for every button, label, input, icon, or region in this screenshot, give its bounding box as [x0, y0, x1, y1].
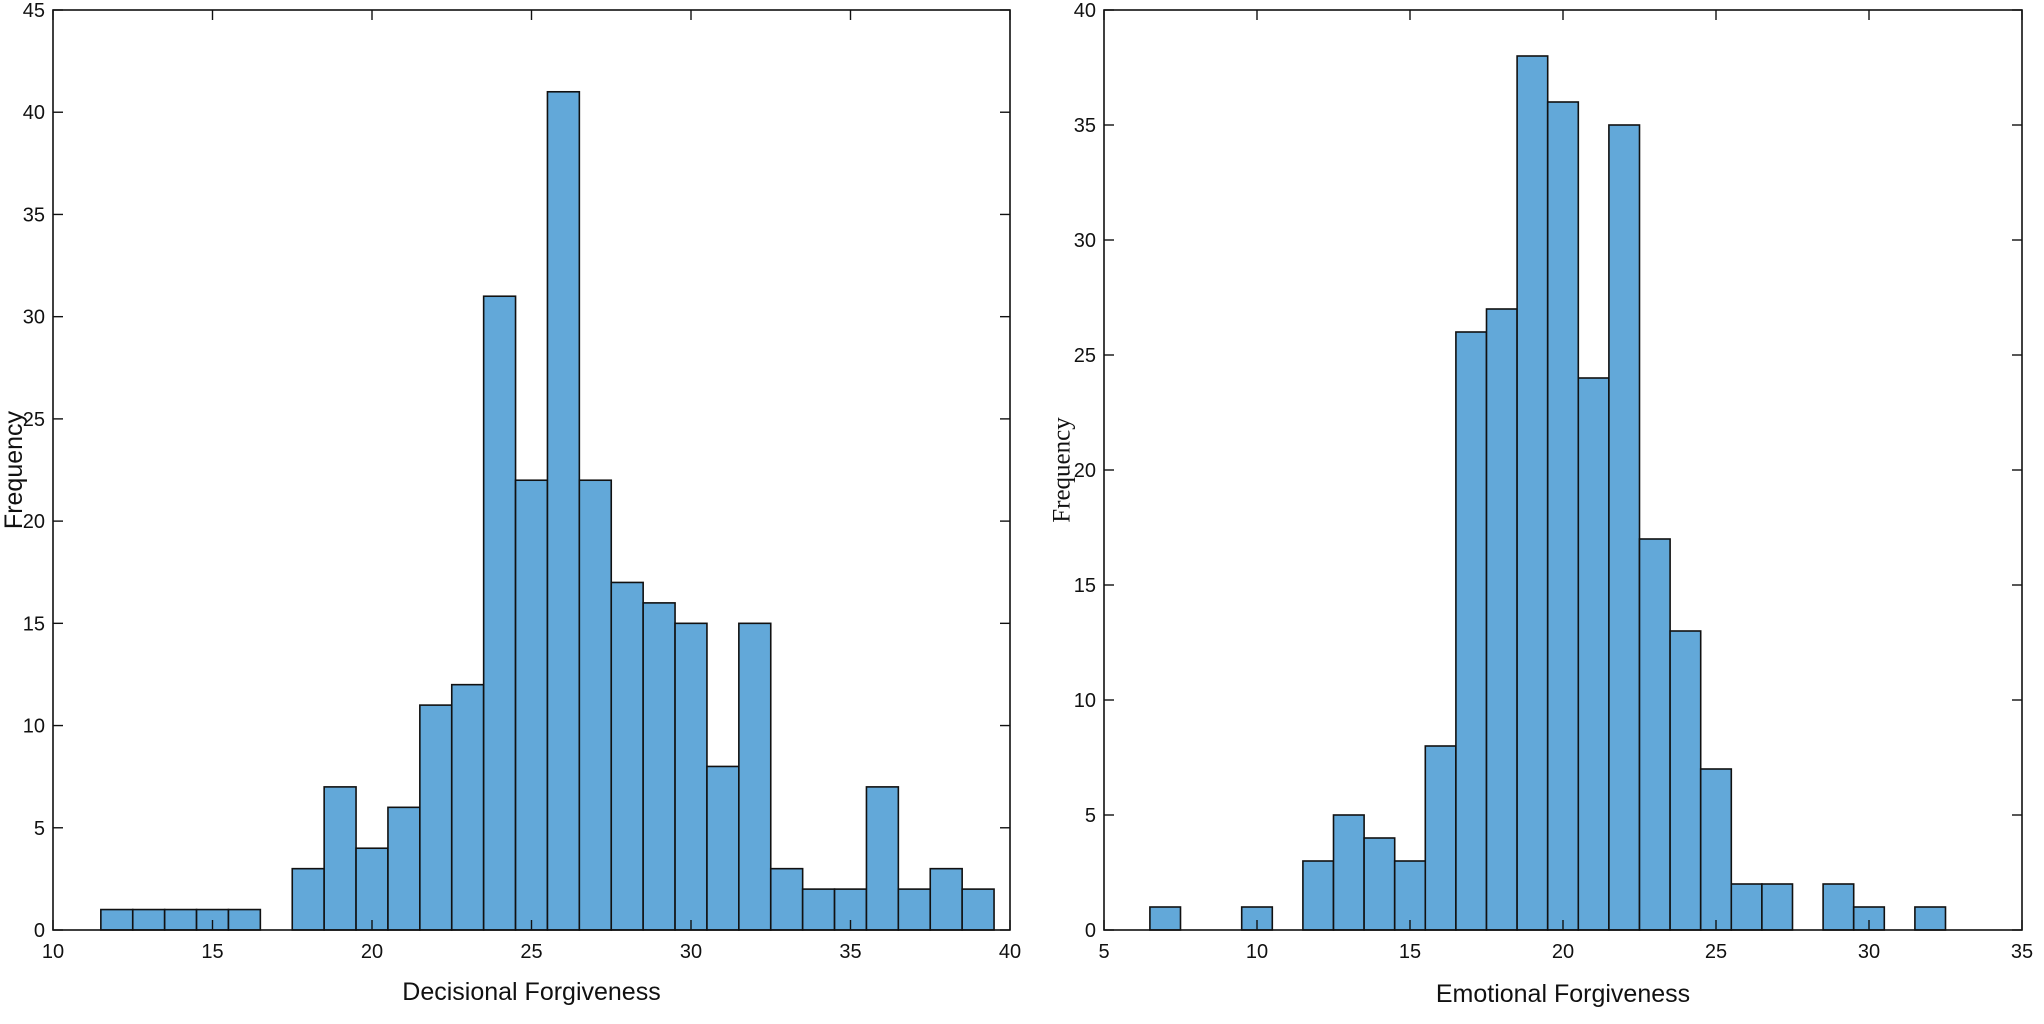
- decisional-bar-38: [930, 869, 962, 930]
- emotional-x-tick-label: 5: [1098, 941, 1109, 963]
- emotional-bar-13: [1334, 815, 1365, 930]
- decisional-bar-39: [962, 889, 994, 930]
- decisional-bar-20: [356, 848, 388, 930]
- decisional-y-tick-label: 10: [23, 716, 45, 738]
- decisional-forgiveness-histogram: 10 15 20 25 30 35 40051015202530354045Decision…: [0, 0, 1022, 1024]
- decisional-x-tick-label: 10: [42, 941, 64, 963]
- emotional-bar-29: [1823, 884, 1854, 930]
- decisional-bar-34: [803, 889, 835, 930]
- emotional-x-tick-label: 25: [1705, 941, 1727, 963]
- emotional-bar-32: [1915, 907, 1946, 930]
- decisional-bar-19: [324, 787, 356, 930]
- decisional-bar-31: [707, 766, 739, 930]
- emotional-bar-17: [1456, 332, 1487, 930]
- decisional-y-tick-label: 0: [34, 920, 45, 942]
- decisional-bar-36: [866, 787, 898, 930]
- emotional-y-tick-label: 35: [1074, 115, 1096, 137]
- decisional-y-tick-label: 45: [23, 0, 45, 22]
- decisional-bar-29: [643, 603, 675, 930]
- decisional-bar-24: [484, 296, 516, 930]
- decisional-bar-28: [611, 582, 643, 930]
- decisional-bar-27: [579, 480, 611, 930]
- emotional-bar-20: [1548, 102, 1579, 930]
- decisional-y-tick-label: 35: [23, 204, 45, 226]
- emotional-x-axis-title: Emotional Forgiveness: [1436, 980, 1690, 1008]
- emotional-bar-14: [1364, 838, 1395, 930]
- decisional-x-tick-label: 30: [680, 941, 702, 963]
- decisional-y-axis-title: Frequency: [0, 410, 28, 529]
- decisional-y-tick-label: 40: [23, 102, 45, 124]
- decisional-forgiveness-chart: 10 15 20 25 30 35 40 0 5 10 15 20 25 30 35 40 45 Decision…: [0, 0, 1022, 1024]
- emotional-bar-16: [1425, 746, 1456, 930]
- emotional-y-tick-label: 5: [1085, 805, 1096, 827]
- decisional-bar-18: [292, 869, 324, 930]
- emotional-y-tick-label: 25: [1074, 345, 1096, 367]
- emotional-y-tick-label: 0: [1085, 920, 1096, 942]
- decisional-bar-33: [771, 869, 803, 930]
- emotional-x-tick-label: 30: [1858, 941, 1880, 963]
- emotional-y-tick-label: 15: [1074, 575, 1096, 597]
- emotional-forgiveness-chart: 5 10 15 20 25 30 35 0 5 10 15 20 25 30 35 40 Emotional F…: [1022, 0, 2044, 1024]
- emotional-x-tick-label: 15: [1399, 941, 1421, 963]
- decisional-bar-25: [516, 480, 548, 930]
- decisional-bar-26: [547, 92, 579, 930]
- decisional-bar-30: [675, 623, 707, 930]
- emotional-y-tick-label: 20: [1074, 460, 1096, 482]
- emotional-x-tick-label: 20: [1552, 941, 1574, 963]
- decisional-bar-22: [420, 705, 452, 930]
- decisional-x-tick-label: 20: [361, 941, 383, 963]
- decisional-y-tick-label: 15: [23, 613, 45, 635]
- emotional-bars: [1150, 56, 1946, 930]
- emotional-bar-18: [1487, 309, 1518, 930]
- emotional-y-axis-title: Frequency: [1049, 417, 1076, 523]
- decisional-bar-23: [452, 685, 484, 930]
- emotional-bar-23: [1640, 539, 1671, 930]
- emotional-y-tick-label: 10: [1074, 690, 1096, 712]
- emotional-bar-27: [1762, 884, 1793, 930]
- decisional-bar-32: [739, 623, 771, 930]
- decisional-x-axis-title: Decisional Forgiveness: [402, 978, 660, 1006]
- decisional-bars: [101, 92, 994, 930]
- emotional-bar-15: [1395, 861, 1426, 930]
- emotional-bar-25: [1701, 769, 1732, 930]
- decisional-x-tick-label: 25: [520, 941, 542, 963]
- decisional-y-tick-label: 30: [23, 307, 45, 329]
- decisional-x-tick-label: 15: [201, 941, 223, 963]
- emotional-y-tick-label: 30: [1074, 230, 1096, 252]
- emotional-bar-26: [1731, 884, 1762, 930]
- emotional-x-tick-label: 35: [2011, 941, 2033, 963]
- decisional-y-tick-label: 5: [34, 818, 45, 840]
- decisional-bar-13: [133, 910, 165, 930]
- emotional-x-tick-label: 10: [1246, 941, 1268, 963]
- decisional-x-tick-label: 35: [839, 941, 861, 963]
- decisional-x-tick-label: 40: [999, 941, 1021, 963]
- emotional-bar-7: [1150, 907, 1181, 930]
- emotional-bar-21: [1578, 378, 1609, 930]
- emotional-bar-19: [1517, 56, 1548, 930]
- emotional-y-tick-label: 40: [1074, 0, 1096, 22]
- decisional-bar-14: [165, 910, 197, 930]
- decisional-bar-16: [228, 910, 260, 930]
- emotional-bar-22: [1609, 125, 1640, 930]
- emotional-bar-24: [1670, 631, 1701, 930]
- decisional-bar-37: [898, 889, 930, 930]
- decisional-bar-12: [101, 910, 133, 930]
- emotional-bar-12: [1303, 861, 1334, 930]
- decisional-bar-21: [388, 807, 420, 930]
